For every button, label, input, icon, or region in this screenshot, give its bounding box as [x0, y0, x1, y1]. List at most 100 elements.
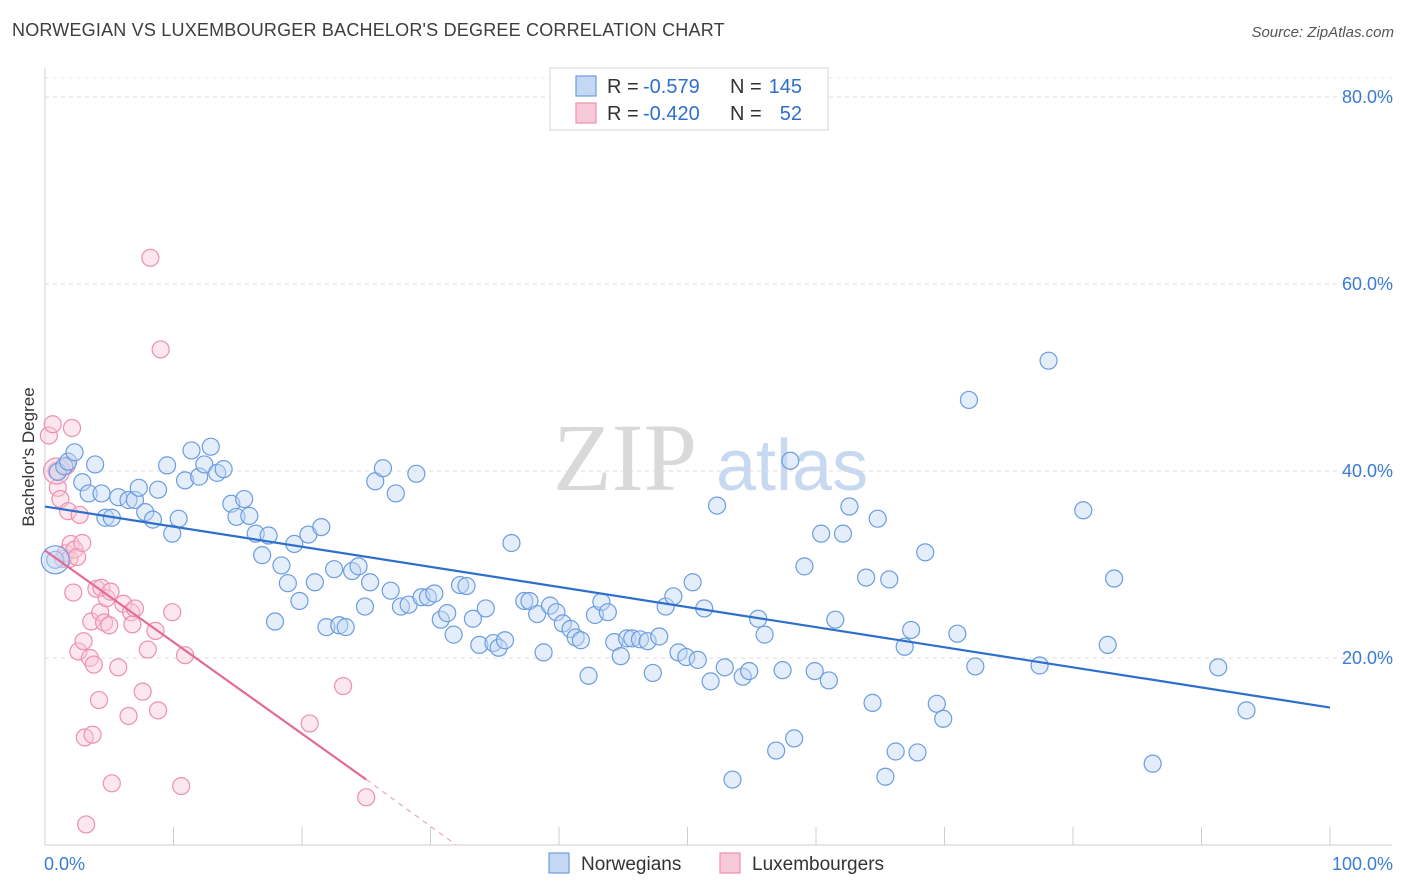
norwegian-point-57	[407, 464, 426, 483]
norwegian-point-66	[463, 609, 483, 628]
norwegian-point-41	[305, 573, 324, 592]
norwegian-point-67	[470, 635, 489, 655]
norwegian-point-92	[638, 632, 657, 651]
norwegian-point-86	[598, 603, 617, 622]
norwegian-point-88	[611, 647, 630, 666]
norwegian-point-37	[278, 574, 297, 593]
norwegian-point-117	[819, 671, 838, 690]
trend-lines	[44, 505, 1331, 846]
norwegian-point-42	[312, 517, 331, 537]
norwegian-r-value: -0.579	[643, 76, 700, 98]
norwegian-point-78	[547, 603, 566, 622]
norwegian-point-102	[701, 672, 720, 691]
luxembourger-point-23	[83, 725, 102, 744]
norwegian-point-132	[934, 709, 953, 728]
luxembourger-point-24	[84, 655, 103, 674]
norwegian-point-118	[826, 610, 845, 629]
norwegian-point-65	[457, 576, 476, 596]
luxembourger-point-34	[109, 658, 128, 677]
norwegian-point-112	[781, 451, 800, 470]
luxembourger-point-0	[39, 426, 58, 445]
norwegian-point-68	[476, 599, 495, 618]
luxembourger-r-value: -0.420	[643, 103, 700, 125]
x-tick-labels: 0.0% 100.0%	[44, 854, 1393, 874]
norwegian-trend-line	[44, 505, 1331, 709]
luxembourger-point-11	[62, 418, 82, 438]
norwegian-point-114	[795, 557, 814, 576]
luxembourger-trend-extension	[365, 779, 457, 846]
norwegian-point-72	[502, 533, 521, 553]
norwegian-point-133	[948, 624, 967, 643]
norwegian-point-53	[381, 581, 400, 600]
norwegian-point-50	[361, 573, 380, 592]
chart-title: NORWEGIAN VS LUXEMBOURGER BACHELOR'S DEG…	[12, 20, 725, 40]
norwegian-point-115	[805, 661, 824, 681]
norwegians-legend-label: Norwegians	[581, 854, 681, 875]
norwegian-point-81	[566, 628, 585, 647]
norwegian-point-105	[723, 770, 742, 789]
luxembourger-point-51	[357, 788, 376, 807]
norwegian-point-4	[65, 443, 84, 462]
norwegian-point-96	[664, 587, 683, 606]
norwegian-point-21	[175, 471, 195, 490]
luxembourger-point-18	[74, 632, 93, 651]
norwegian-points	[40, 351, 1256, 789]
norwegian-point-109	[755, 625, 774, 644]
y-tick-label-80: 80.0%	[1342, 87, 1393, 107]
norwegian-point-48	[349, 557, 368, 576]
luxembourger-point-28	[92, 578, 111, 597]
norwegian-point-30	[235, 489, 254, 509]
norwegian-point-139	[1105, 569, 1124, 588]
source-label: Source: ZipAtlas.com	[1251, 24, 1394, 41]
y-axis-label: Bachelor's Degree	[19, 387, 38, 526]
norwegian-point-71	[495, 631, 515, 650]
watermark-zip: ZIP	[553, 404, 697, 511]
norwegian-point-124	[876, 767, 895, 786]
norwegian-point-17	[148, 480, 168, 499]
norwegian-point-98	[677, 647, 696, 667]
norwegian-point-8	[92, 484, 111, 503]
norwegian-point-126	[886, 742, 905, 761]
norwegian-point-83	[579, 666, 598, 685]
norwegian-point-15	[136, 503, 155, 522]
y-tick-label-20: 20.0%	[1342, 648, 1393, 668]
norwegian-point-75	[528, 604, 547, 624]
norwegian-point-113	[785, 729, 804, 748]
norwegian-point-107	[740, 661, 759, 681]
norwegian-n-label: N =	[730, 76, 762, 98]
luxembourger-point-44	[148, 701, 168, 720]
luxembourger-point-49	[300, 714, 319, 733]
luxembourger-point-1	[43, 415, 62, 434]
luxembourger-r-label: R =	[607, 103, 639, 125]
norwegian-point-131	[927, 694, 946, 713]
norwegian-legend-swatch	[575, 75, 597, 97]
luxembourger-point-47	[172, 776, 191, 796]
norwegian-point-130	[916, 543, 935, 562]
luxembourger-n-value: 52	[780, 103, 802, 125]
norwegian-point-122	[863, 693, 882, 712]
luxembourger-point-15	[69, 642, 88, 661]
norwegian-point-140	[1098, 635, 1117, 655]
luxembourger-point-42	[141, 248, 160, 267]
norwegian-point-14	[129, 478, 148, 497]
norwegian-point-73	[515, 591, 534, 611]
norwegian-point-143	[1237, 701, 1256, 720]
watermark-atlas: atlas	[716, 426, 868, 506]
norwegian-r-label: R =	[607, 76, 639, 98]
norwegian-point-7	[86, 455, 105, 474]
norwegian-point-138	[1074, 501, 1093, 520]
norwegian-point-29	[227, 507, 246, 526]
norwegian-point-60	[425, 584, 444, 603]
luxembourger-point-33	[102, 774, 121, 793]
norwegian-point-39	[290, 591, 309, 611]
norwegian-n-value: 145	[769, 76, 802, 98]
norwegian-point-134	[959, 390, 979, 410]
norwegian-point-22	[182, 441, 201, 460]
luxembourger-trend-line	[44, 549, 367, 781]
luxembourger-legend-swatch	[575, 102, 597, 124]
norwegian-point-31	[240, 506, 259, 525]
norwegian-point-135	[966, 657, 985, 676]
norwegian-point-125	[880, 570, 899, 589]
norwegian-point-76	[534, 643, 553, 662]
